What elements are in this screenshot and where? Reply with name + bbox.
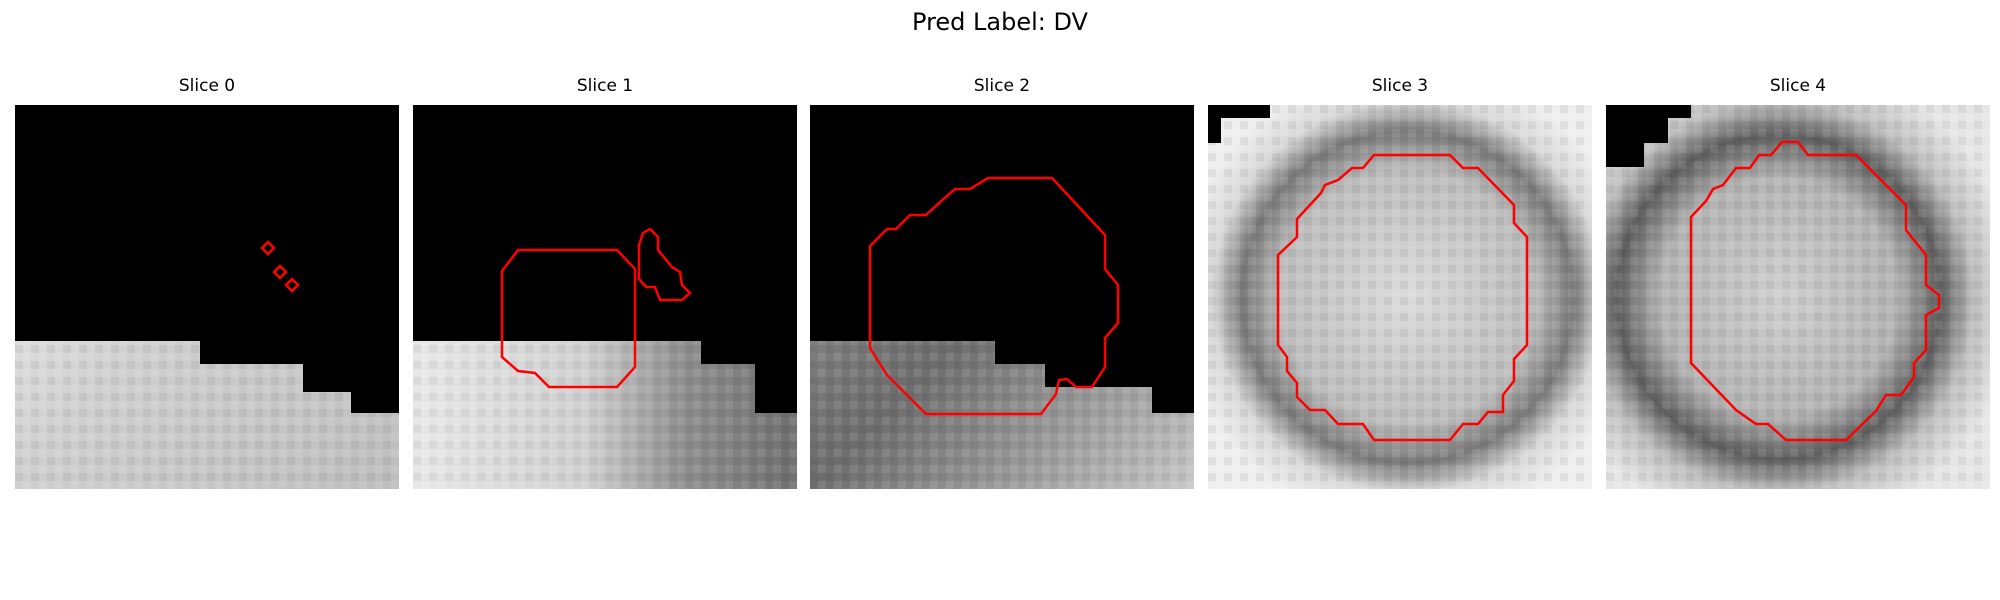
slice-image-0 — [15, 105, 399, 489]
slice-image-4 — [1606, 105, 1990, 489]
slice-title-0: Slice 0 — [178, 76, 236, 96]
contour — [500, 227, 692, 389]
slice-panel-2: Slice 2 — [810, 76, 1194, 489]
slice-image-3 — [1208, 105, 1592, 489]
mask-region — [15, 105, 399, 413]
contour — [1276, 153, 1529, 442]
slice-panel-0: Slice 0 — [15, 76, 399, 489]
slice-panel-1: Slice 1 — [413, 76, 797, 489]
contour — [260, 240, 300, 293]
slice-panel-3: Slice 3 — [1208, 76, 1592, 489]
slice-title-3: Slice 3 — [1371, 76, 1429, 96]
slice-title-4: Slice 4 — [1769, 76, 1827, 96]
figure-title: Pred Label: DV — [912, 8, 1088, 36]
slice-image-1 — [413, 105, 797, 489]
contour — [1689, 140, 1941, 442]
slice-title-2: Slice 2 — [973, 76, 1031, 96]
slice-image-2 — [810, 105, 1194, 489]
contour — [868, 176, 1120, 416]
slice-panel-4: Slice 4 — [1606, 76, 1990, 489]
slice-title-1: Slice 1 — [576, 76, 634, 96]
